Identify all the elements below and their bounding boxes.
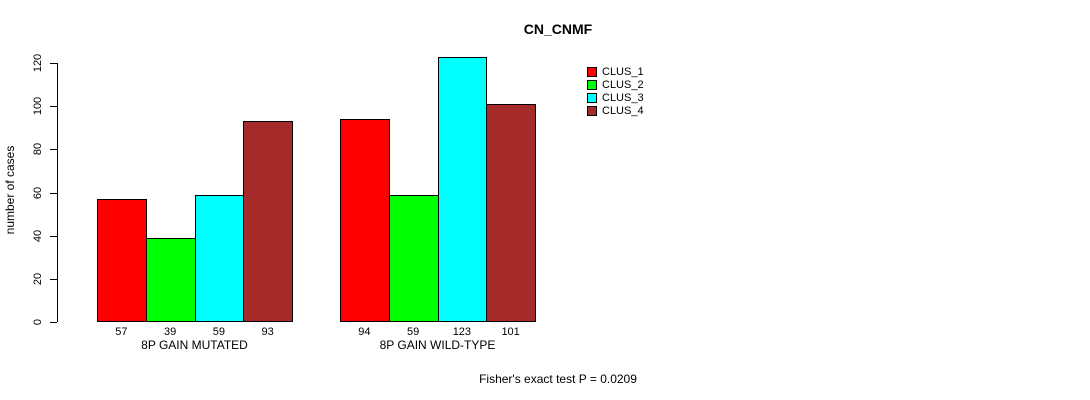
bar-value-label: 39 (164, 326, 177, 338)
bar-value-label: 57 (115, 326, 128, 338)
bar-clus_3-8p-gain-wild-type (437, 56, 488, 322)
y-axis-tick-label: 0 (32, 318, 44, 326)
legend-swatch-clus_1 (587, 66, 597, 77)
legend-swatch-clus_4 (587, 105, 597, 116)
bar-value-label: 59 (212, 326, 225, 338)
bar-value-label: 101 (501, 326, 520, 338)
y-axis-line (57, 63, 58, 322)
y-axis-tick (50, 149, 57, 151)
y-axis-tick-label: 80 (32, 143, 44, 156)
legend-row: CLUS_1 (587, 65, 644, 78)
bar-value-label: 123 (452, 326, 472, 338)
y-axis-tick (50, 322, 57, 323)
legend-row: CLUS_4 (587, 104, 644, 117)
x-axis-category-label: 8P GAIN MUTATED (141, 338, 248, 352)
y-axis-title: number of cases (3, 145, 17, 235)
chart-title: CN_CNMF (523, 21, 593, 37)
bar-clus_2-8p-gain-wild-type (388, 194, 439, 322)
bar-value-label: 59 (407, 326, 420, 338)
legend-swatch-clus_3 (587, 92, 597, 103)
legend-row: CLUS_2 (587, 78, 644, 91)
legend-label: CLUS_2 (602, 78, 644, 91)
bar-value-label: 94 (358, 326, 371, 338)
y-axis-tick-label: 120 (32, 53, 44, 73)
bar-clus_1-8p-gain-mutated (97, 198, 147, 322)
y-axis-tick-label: 60 (32, 186, 44, 199)
legend-label: CLUS_1 (602, 65, 644, 78)
y-axis-tick-label: 100 (32, 96, 44, 116)
legend: CLUS_1 CLUS_2 CLUS_3 CLUS_4 (587, 65, 644, 117)
legend-swatch-clus_2 (587, 79, 597, 90)
y-axis-tick (50, 235, 57, 237)
bar-clus_2-8p-gain-mutated (145, 237, 196, 322)
legend-row: CLUS_3 (587, 91, 644, 104)
y-axis-tick-label: 40 (32, 229, 44, 242)
legend-label: CLUS_3 (602, 91, 644, 104)
bar-clus_4-8p-gain-mutated (243, 121, 293, 322)
bar-clus_1-8p-gain-wild-type (340, 119, 390, 322)
y-axis-tick (50, 106, 57, 108)
y-axis-tick (50, 192, 57, 194)
y-axis-tick (50, 278, 57, 280)
bar-clus_3-8p-gain-mutated (194, 194, 245, 322)
x-axis-category-label: 8P GAIN WILD-TYPE (379, 338, 496, 352)
legend-label: CLUS_4 (602, 104, 644, 117)
y-axis-tick (50, 63, 57, 64)
y-axis-tick-label: 20 (32, 272, 44, 285)
bar-clus_4-8p-gain-wild-type (486, 104, 536, 322)
stat-annotation: Fisher's exact test P = 0.0209 (479, 372, 637, 386)
bar-value-label: 93 (261, 326, 274, 338)
